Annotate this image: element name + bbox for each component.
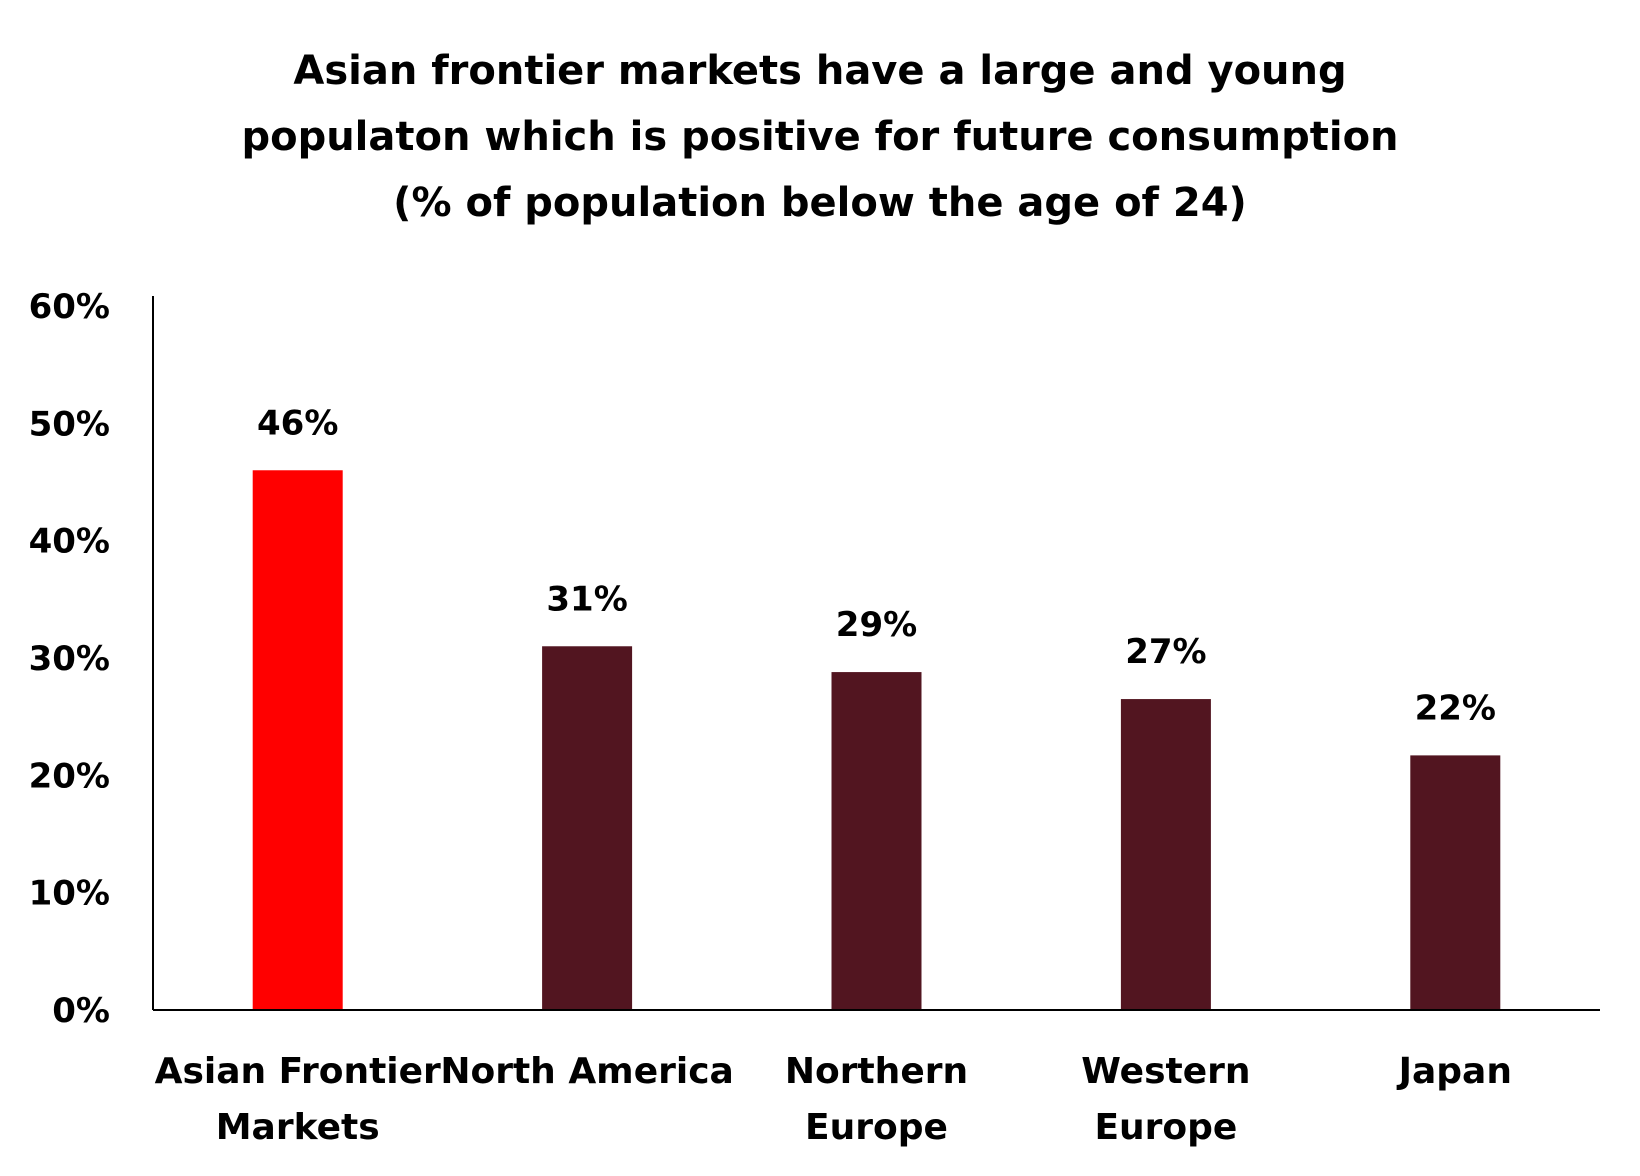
data-label: 27% (1125, 632, 1206, 672)
y-tick-label: 20% (29, 756, 110, 796)
y-tick-label: 40% (29, 522, 110, 562)
chart-title-line-2: populaton which is positive for future c… (241, 114, 1399, 160)
category-label: Western (1081, 1051, 1250, 1092)
category-label: Europe (805, 1107, 948, 1148)
bar (831, 672, 922, 1010)
data-label: 29% (836, 605, 917, 645)
category-label: Markets (216, 1107, 380, 1148)
data-label: 31% (546, 579, 627, 619)
data-label: 22% (1415, 688, 1496, 728)
bar (1410, 755, 1501, 1010)
category-label: Japan (1396, 1051, 1512, 1092)
y-tick-label: 50% (29, 404, 110, 444)
category-labels: Asian Frontier Markets North America Northe… (155, 1051, 1512, 1148)
bar (1120, 699, 1211, 1010)
category-label: North America (440, 1051, 734, 1092)
bar (542, 646, 633, 1010)
data-label: 46% (257, 403, 338, 443)
chart-title: Asian frontier markets have a large and … (0, 38, 1640, 236)
chart-title-line-1: Asian frontier markets have a large and … (293, 48, 1347, 94)
y-axis-ticks: 0% 10% 20% 30% 40% 50% 60% (29, 287, 110, 1031)
category-label: Northern (785, 1051, 968, 1092)
y-tick-label: 0% (52, 991, 110, 1031)
y-tick-label: 30% (29, 639, 110, 679)
y-tick-label: 60% (29, 287, 110, 327)
category-label: Asian Frontier (155, 1051, 441, 1092)
chart-title-line-3: (% of population below the age of 24) (393, 180, 1247, 226)
bar (252, 470, 343, 1010)
y-tick-label: 10% (29, 874, 110, 914)
data-labels: 46% 31% 29% 27% 22% (257, 403, 1496, 728)
category-label: Europe (1094, 1107, 1237, 1148)
bars (252, 470, 1501, 1010)
